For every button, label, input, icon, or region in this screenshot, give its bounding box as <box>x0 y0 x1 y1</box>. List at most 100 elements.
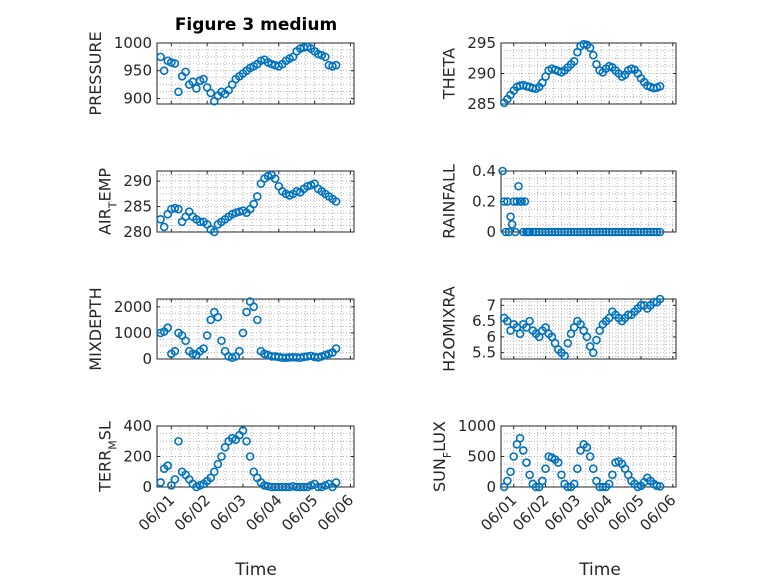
data-point <box>655 482 665 491</box>
data-point <box>167 481 176 490</box>
data-point <box>518 446 528 455</box>
y-axis-label-subscript: M <box>107 440 120 450</box>
data-point <box>652 227 662 237</box>
data-point <box>206 88 216 98</box>
axes-box <box>500 298 677 360</box>
data-point <box>263 171 273 181</box>
y-axis-label: THETA <box>440 48 459 100</box>
y-tick-label: 285 <box>467 95 496 113</box>
data-point <box>514 181 523 191</box>
data-point <box>217 452 226 461</box>
data-point <box>167 58 176 67</box>
y-axis-label-text-tail: EMP <box>96 168 115 202</box>
data-point <box>270 174 280 183</box>
data-point <box>220 443 230 452</box>
y-tick-label: 295 <box>467 34 496 52</box>
y-tick-label: 0.4 <box>472 162 496 180</box>
data-point <box>509 452 519 461</box>
y-axis-label-text: PRESSURE <box>86 31 105 115</box>
y-tick-label: 280 <box>123 223 152 241</box>
y-tick-label: 6.5 <box>472 312 496 330</box>
data-point <box>242 307 251 317</box>
y-tick-label: 7 <box>486 296 496 314</box>
subplot-pressure: 900 950 1000 PRESSURE <box>86 31 355 116</box>
chart-title: Figure 3 medium <box>175 15 337 35</box>
data-point <box>235 346 244 356</box>
data-point <box>210 227 219 237</box>
data-point <box>156 52 165 62</box>
y-tick-label: 290 <box>467 65 496 83</box>
y-tick-label: 950 <box>123 62 152 80</box>
data-point <box>512 197 522 206</box>
subplot-theta: 285 290 295 THETA <box>440 34 677 113</box>
data-point <box>202 331 212 340</box>
y-axis-label-subscript: F <box>441 452 454 458</box>
data-point <box>328 61 337 71</box>
data-point <box>557 470 566 480</box>
data-point <box>199 344 208 353</box>
data-point <box>604 479 614 489</box>
y-axis-label: RAINFALL <box>440 164 459 239</box>
data-point <box>242 436 251 446</box>
data-point <box>174 436 183 446</box>
y-tick-label: 200 <box>123 448 152 466</box>
data-point <box>498 166 507 176</box>
x-axis-label-right: Time <box>578 560 621 580</box>
data-point <box>249 199 259 209</box>
data-point <box>195 217 205 227</box>
plot-area <box>156 298 355 360</box>
data-point <box>588 50 598 60</box>
data-point <box>213 459 223 469</box>
y-axis-label: MIXDEPTH <box>86 287 105 370</box>
data-point <box>238 426 248 435</box>
data-point <box>249 302 259 312</box>
data-point <box>181 336 190 346</box>
y-axis-label-text: THETA <box>440 48 459 100</box>
data-point <box>608 470 617 480</box>
subplot-terr-msl: 020040006/0106/0206/0306/0406/0506/06TER… <box>96 417 358 534</box>
data-point <box>331 344 341 353</box>
data-point <box>525 316 534 326</box>
data-point <box>174 87 183 97</box>
data-point <box>313 49 323 59</box>
data-point <box>156 478 165 487</box>
y-axis-label-text-tail: LUX <box>430 421 449 452</box>
data-point <box>553 458 563 467</box>
data-point <box>655 294 665 304</box>
data-point <box>213 312 223 322</box>
data-point <box>499 197 509 206</box>
data-point <box>292 187 301 196</box>
data-point <box>569 479 579 489</box>
data-point <box>520 197 530 206</box>
data-point <box>331 478 341 487</box>
data-point <box>522 458 531 467</box>
data-point <box>541 464 550 474</box>
data-point <box>217 336 226 346</box>
y-axis-label-text: H2OMIXRA <box>440 286 459 372</box>
data-point <box>517 197 526 206</box>
data-point <box>303 181 312 191</box>
y-axis-label-text: MIXDEPTH <box>86 287 105 370</box>
y-tick-label: 500 <box>467 448 496 466</box>
data-point <box>511 227 520 237</box>
y-tick-label: 6 <box>486 328 496 346</box>
y-tick-label: 5.5 <box>472 344 496 362</box>
data-point <box>331 197 341 206</box>
y-axis-label: SUNFLUX <box>430 421 454 492</box>
data-point <box>156 214 165 224</box>
y-tick-label: 1000 <box>458 417 496 435</box>
data-point <box>206 315 216 325</box>
data-point <box>582 443 592 452</box>
y-tick-label: 400 <box>123 417 152 435</box>
data-point <box>503 476 512 486</box>
data-point <box>588 348 598 357</box>
y-axis-label: PRESSURE <box>86 31 105 115</box>
data-point <box>585 43 595 53</box>
data-point <box>170 203 180 213</box>
data-point <box>252 315 262 325</box>
data-point <box>170 59 180 68</box>
data-point <box>569 56 579 66</box>
data-point <box>174 204 183 214</box>
y-axis-label-text-tail: SL <box>96 421 115 440</box>
